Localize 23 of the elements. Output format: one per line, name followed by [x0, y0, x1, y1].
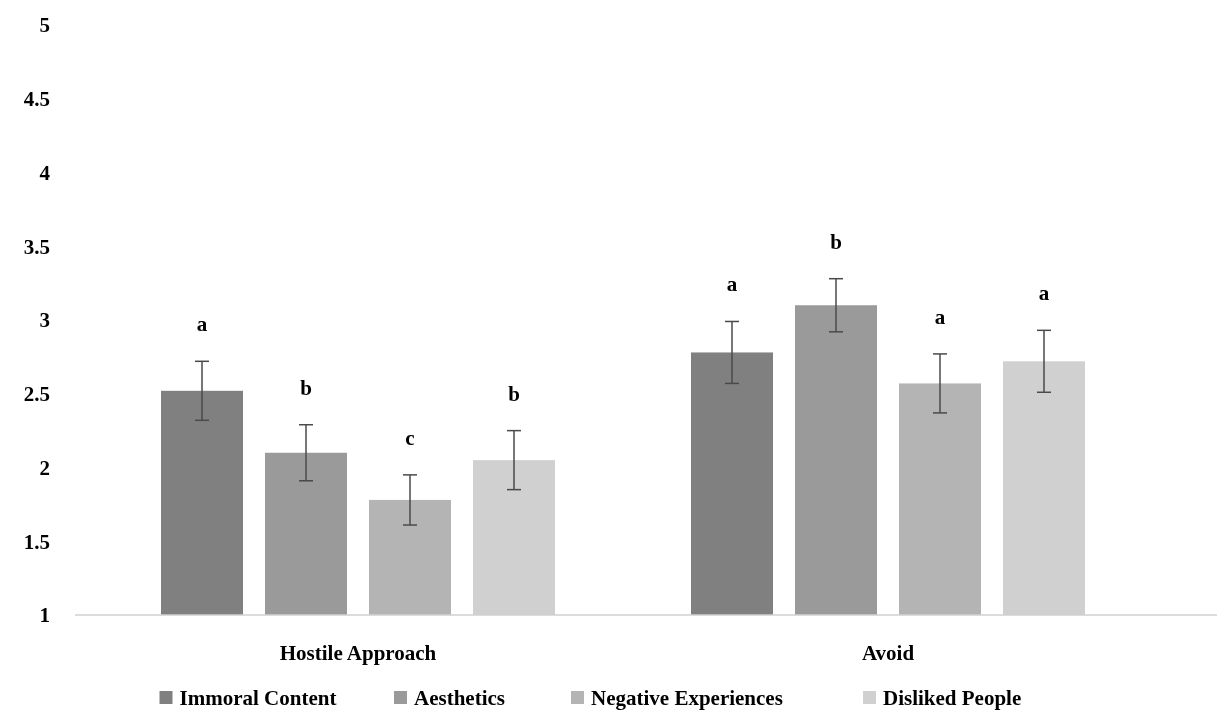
data-label: a — [726, 272, 738, 297]
y-tick-label: 4 — [39, 160, 51, 185]
data-label: b — [300, 375, 312, 400]
data-label: a — [196, 312, 208, 337]
y-tick-label: 2 — [39, 455, 50, 480]
x-tick-label: Hostile Approach — [279, 641, 437, 665]
y-tick-label: 4.5 — [23, 87, 50, 112]
data-label: b — [508, 381, 520, 406]
y-tick-label: 5 — [39, 13, 50, 38]
y-tick-label: 3 — [39, 308, 50, 333]
y-tick-label: 3.5 — [23, 234, 50, 259]
legend-label: Aesthetics — [414, 686, 505, 710]
data-label: c — [405, 425, 415, 450]
legend-label: Disliked People — [883, 686, 1022, 710]
y-tick-label: 2.5 — [23, 382, 50, 407]
legend-label: Immoral Content — [179, 686, 337, 710]
data-label: b — [830, 229, 842, 254]
y-tick-label: 1.5 — [23, 529, 50, 554]
y-tick-label: 1 — [39, 603, 50, 628]
data-label: a — [934, 304, 946, 329]
legend-label: Negative Experiences — [591, 686, 783, 710]
data-label: a — [1038, 281, 1050, 306]
x-tick-label: Avoid — [861, 641, 915, 665]
